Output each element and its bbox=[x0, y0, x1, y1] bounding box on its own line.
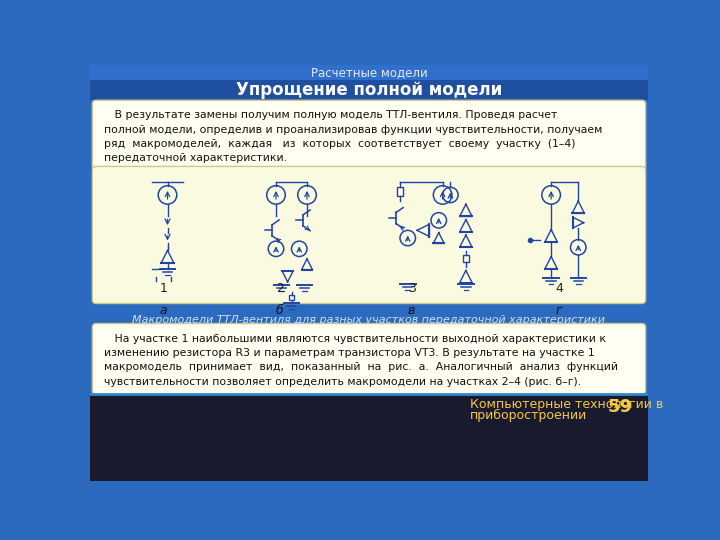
Text: а: а bbox=[160, 304, 168, 317]
Text: 3: 3 bbox=[408, 282, 415, 295]
Bar bbox=[289, 295, 294, 300]
Text: 59: 59 bbox=[608, 398, 632, 416]
Text: На участке 1 наибольшими являются чувствительности выходной характеристики к
изм: На участке 1 наибольшими являются чувств… bbox=[104, 334, 618, 387]
Text: г: г bbox=[556, 304, 562, 317]
FancyBboxPatch shape bbox=[92, 166, 646, 303]
Text: Макромодели ТТЛ-вентиля для разных участков передаточной характеристики: Макромодели ТТЛ-вентиля для разных участ… bbox=[132, 315, 606, 325]
Text: б: б bbox=[276, 304, 284, 317]
Text: 4: 4 bbox=[555, 282, 563, 295]
Text: В результате замены получим полную модель ТТЛ-вентиля. Проведя расчет
полной мод: В результате замены получим полную модел… bbox=[104, 110, 603, 164]
Bar bbox=[90, 65, 648, 80]
Text: 2: 2 bbox=[276, 282, 284, 295]
Bar bbox=[90, 394, 648, 481]
FancyBboxPatch shape bbox=[92, 100, 646, 171]
Bar bbox=[397, 187, 402, 196]
Bar bbox=[463, 255, 469, 262]
Text: в: в bbox=[408, 304, 415, 317]
Text: Компьютерные технологии в: Компьютерные технологии в bbox=[469, 398, 663, 411]
FancyBboxPatch shape bbox=[92, 323, 646, 394]
Text: Упрощение полной модели: Упрощение полной модели bbox=[236, 81, 502, 99]
Text: 1: 1 bbox=[160, 282, 168, 295]
Text: приборостроении: приборостроении bbox=[469, 409, 587, 422]
Text: Расчетные модели: Расчетные модели bbox=[310, 66, 428, 79]
Bar bbox=[90, 80, 648, 100]
